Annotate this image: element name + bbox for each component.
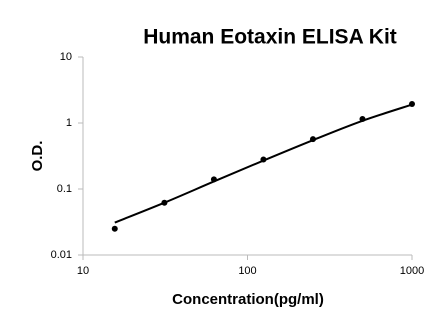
x-tick-label: 10 (77, 265, 89, 277)
y-tick-label: 0.01 (51, 249, 72, 261)
data-point (260, 156, 267, 163)
y-tick-label: 1 (66, 117, 72, 129)
data-point (111, 225, 118, 232)
data-point (359, 115, 366, 122)
data-point (210, 176, 217, 183)
data-point (309, 136, 316, 143)
x-axis-title: Concentration(pg/ml) (172, 291, 324, 308)
data-point (161, 199, 168, 206)
y-tick-label: 10 (60, 51, 72, 63)
chart-title: Human Eotaxin ELISA Kit (143, 26, 397, 49)
y-axis-title: O.D. (29, 141, 46, 172)
x-tick-label: 100 (238, 265, 256, 277)
fit-curve (114, 103, 413, 224)
data-point (409, 101, 415, 108)
y-tick-label: 0.1 (57, 183, 72, 195)
x-tick-label: 1000 (400, 265, 424, 277)
